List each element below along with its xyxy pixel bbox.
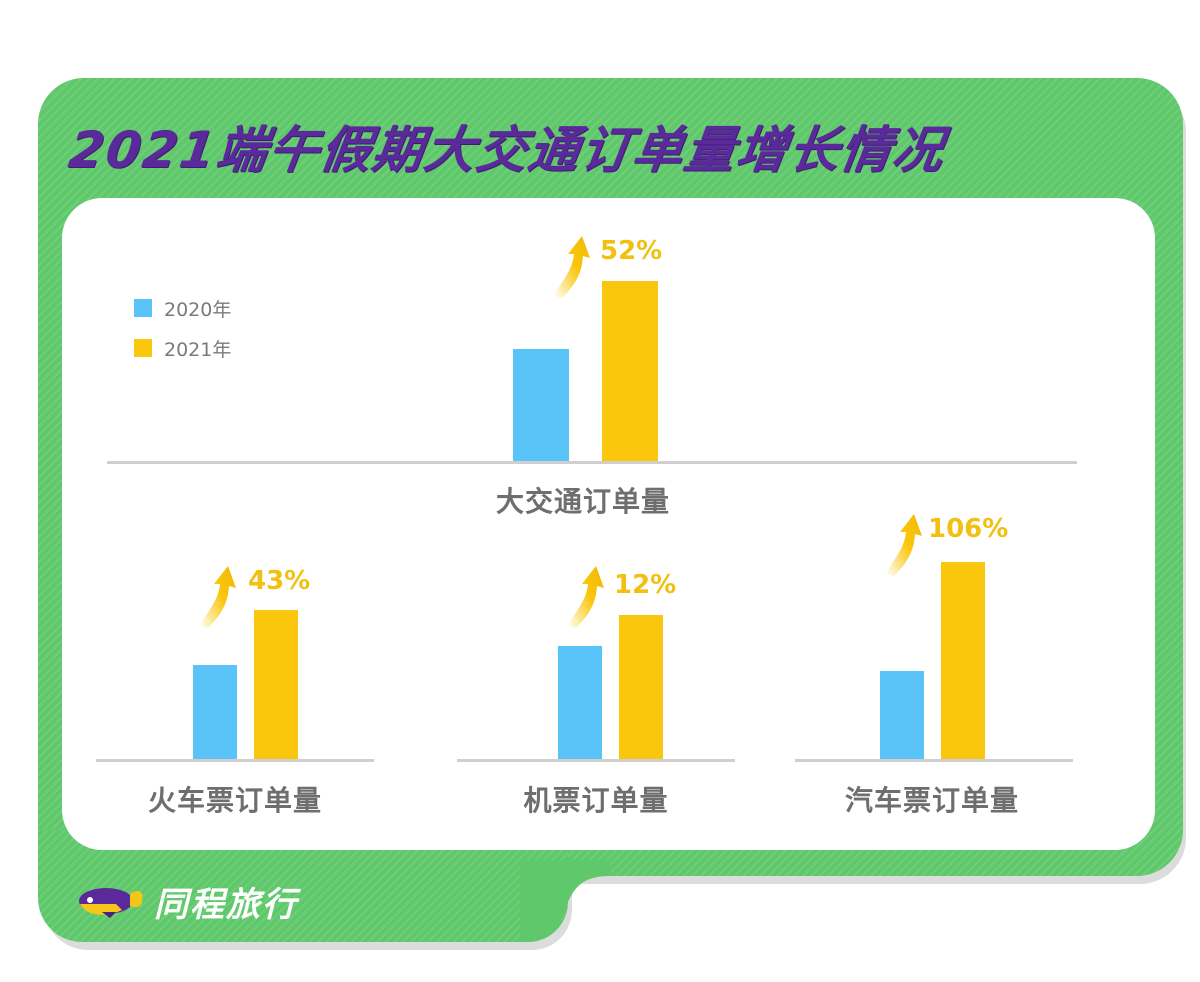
legend-swatch-2021 [134,339,152,357]
legend-swatch-2020 [134,299,152,317]
legend: 2020年 2021年 [134,288,231,368]
baseline-bus [795,759,1073,762]
page-title: 2021端午假期大交通订单量增长情况 [65,121,949,179]
baseline-flight [457,759,735,762]
bar-2021-bus [941,562,985,759]
growth-arrow-icon [568,566,604,628]
category-label-total: 大交通订单量 [495,485,670,518]
growth-label-total: 52% [600,236,663,266]
growth-arrow-icon [886,514,922,576]
tab-curve [520,860,610,942]
legend-item-2021: 2021年 [134,328,231,368]
category-label-train: 火车票订单量 [147,784,322,817]
bar-2021-train [254,610,298,759]
bar-2021-total [602,281,658,461]
growth-label-flight: 12% [614,570,677,600]
growth-label-train: 43% [248,566,311,596]
category-label-flight: 机票订单量 [523,784,669,817]
legend-label: 2020年 [164,298,232,321]
growth-arrow-icon [200,566,236,628]
bar-2021-flight [619,615,663,759]
bar-2020-train [193,665,237,759]
brand-logo: 同程旅行 [76,877,298,926]
growth-label-bus: 106% [928,514,1009,544]
legend-label: 2021年 [164,338,232,361]
bar-2020-total [513,349,569,461]
baseline-train [96,759,374,762]
brand-name: 同程旅行 [154,885,298,925]
legend-item-2020: 2020年 [134,288,231,328]
baseline-total [107,461,1077,464]
bar-2020-bus [880,671,924,759]
category-label-bus: 汽车票订单量 [844,784,1019,817]
bar-2020-flight [558,646,602,759]
whale-logo-icon [79,887,143,918]
growth-arrow-icon [554,236,590,298]
